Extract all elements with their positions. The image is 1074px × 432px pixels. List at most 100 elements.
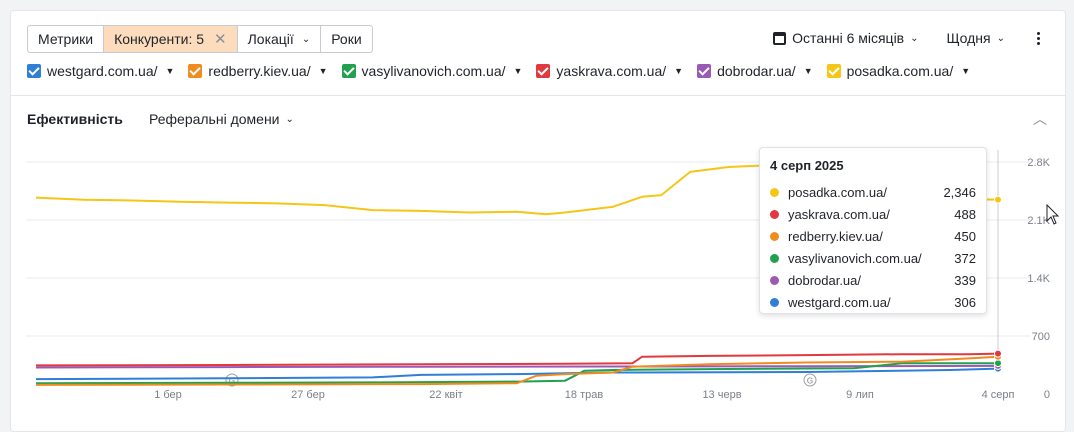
chevron-down-icon: ⌄ — [285, 113, 294, 125]
legend-label: dobrodar.ua/ — [717, 63, 796, 79]
tooltip-series-value: 372 — [954, 250, 976, 266]
tooltip-row: vasylivanovich.com.ua/372 — [770, 247, 976, 269]
caret-down-icon[interactable]: ▼ — [674, 66, 684, 76]
metric-dropdown[interactable]: Реферальні домени ⌄ — [149, 111, 294, 127]
legend-item-dobrodar[interactable]: dobrodar.ua/ ▼ — [697, 63, 813, 79]
series-dot-icon — [770, 209, 779, 219]
series-dot-icon — [770, 187, 779, 197]
tooltip-series-name: vasylivanovich.com.ua/ — [788, 250, 922, 266]
granularity-dropdown[interactable]: Щодня ⌄ — [947, 30, 1005, 46]
legend-label: posadka.com.ua/ — [846, 63, 954, 79]
series-dot-icon — [770, 297, 779, 307]
x-tick-label: 13 черв — [702, 389, 741, 401]
checkbox-icon[interactable] — [27, 64, 41, 78]
y-tick-label: 2.8K — [1027, 157, 1050, 169]
caret-down-icon[interactable]: ▼ — [165, 66, 175, 76]
chevron-down-icon: ⌄ — [910, 32, 919, 44]
series-line-westgard — [35, 367, 999, 381]
x-tick-label: 27 бер — [291, 389, 325, 401]
divider — [11, 95, 1065, 96]
metrics-label: Метрики — [38, 31, 94, 47]
caret-down-icon[interactable]: ▼ — [318, 66, 328, 76]
x-tick-label: 1 бер — [154, 389, 182, 401]
legend-item-westgard[interactable]: westgard.com.ua/ ▼ — [27, 63, 174, 79]
chevron-down-icon: ⌄ — [996, 32, 1005, 44]
metrics-button[interactable]: Метрики — [28, 26, 105, 52]
x-tick-label: 18 трав — [565, 389, 604, 401]
chart-tooltip: 4 серп 2025 posadka.com.ua/2,346 yaskrav… — [759, 147, 987, 314]
checkbox-icon[interactable] — [536, 64, 551, 78]
checkbox-icon[interactable] — [341, 64, 356, 78]
more-options-icon[interactable] — [1033, 31, 1043, 45]
legend-label: westgard.com.ua/ — [47, 63, 158, 79]
x-tick-label: 22 квіт — [429, 389, 462, 401]
series-line-redberry — [35, 355, 999, 386]
chevron-up-icon[interactable]: ︿ — [1033, 111, 1047, 127]
locations-dropdown[interactable]: Локації ⌄ — [238, 26, 322, 52]
right-toolbar: Останні 6 місяців ⌄ Щодня ⌄ — [773, 25, 1043, 51]
series-dot-icon — [770, 253, 779, 263]
tooltip-series-value: 339 — [954, 272, 976, 288]
series-dot-icon — [770, 231, 779, 241]
calendar-icon — [773, 31, 787, 45]
years-button[interactable]: Роки — [321, 26, 371, 52]
tooltip-series-value: 2,346 — [943, 184, 976, 200]
x-tick-label: 9 лип — [846, 389, 874, 401]
section-title: Ефективність — [27, 111, 123, 127]
tooltip-series-name: dobrodar.ua/ — [788, 272, 862, 288]
tooltip-row: redberry.kiev.ua/450 — [770, 225, 976, 247]
granularity-label: Щодня — [946, 30, 991, 46]
tooltip-series-name: westgard.com.ua/ — [788, 294, 891, 310]
line-chart: 0 700 1.4K 2.1K 2.8K 1 бер 27 бер 22 квіт 18 тра… — [26, 150, 1051, 401]
series-dot-icon — [770, 275, 779, 285]
google-update-icon: G — [803, 373, 817, 387]
tooltip-series-value: 488 — [954, 206, 976, 222]
competitors-button[interactable]: Конкуренти: 5 ✕ — [104, 26, 238, 52]
legend-label: yaskrava.com.ua/ — [556, 63, 667, 79]
y-tick-label: 0 — [1044, 389, 1050, 401]
series-end-point — [994, 359, 1002, 368]
y-tick-label: 1.4K — [1027, 273, 1050, 285]
caret-down-icon[interactable]: ▼ — [513, 66, 523, 76]
legend-label: redberry.kiev.ua/ — [208, 63, 311, 79]
checkbox-icon[interactable] — [188, 64, 203, 78]
legend-label: vasylivanovich.com.ua/ — [361, 63, 506, 79]
tooltip-series-name: yaskrava.com.ua/ — [788, 206, 890, 222]
svg-text:G: G — [229, 377, 235, 386]
y-tick-label: 2.1K — [1027, 215, 1050, 227]
tooltip-series-value: 450 — [954, 228, 976, 244]
tooltip-row: westgard.com.ua/306 — [770, 291, 976, 313]
legend: westgard.com.ua/ ▼ redberry.kiev.ua/ ▼ vas… — [27, 63, 970, 79]
series-line-yaskrava — [35, 352, 999, 367]
legend-item-redberry[interactable]: redberry.kiev.ua/ ▼ — [188, 63, 328, 79]
period-dropdown[interactable]: Останні 6 місяців ⌄ — [773, 30, 919, 46]
tooltip-row: dobrodar.ua/339 — [770, 269, 976, 291]
tooltip-series-name: redberry.kiev.ua/ — [788, 228, 883, 244]
series-end-point — [994, 195, 1002, 204]
tooltip-series-value: 306 — [954, 294, 976, 310]
checkbox-icon[interactable] — [826, 64, 841, 78]
svg-text:G: G — [807, 377, 813, 386]
metric-label: Реферальні домени — [149, 111, 280, 127]
close-icon[interactable]: ✕ — [214, 31, 227, 48]
locations-label: Локації — [247, 31, 294, 47]
period-label: Останні 6 місяців — [792, 30, 905, 46]
caret-down-icon[interactable]: ▼ — [803, 66, 813, 76]
tooltip-date: 4 серп 2025 — [770, 158, 844, 173]
tooltip-series-name: posadka.com.ua/ — [788, 184, 888, 200]
y-tick-label: 700 — [1032, 331, 1050, 343]
tooltip-row: yaskrava.com.ua/488 — [770, 203, 976, 225]
legend-item-posadka[interactable]: posadka.com.ua/ ▼ — [826, 63, 971, 79]
checkbox-icon[interactable] — [697, 64, 712, 78]
series-line-dobrodar — [35, 364, 999, 369]
series-end-point — [994, 349, 1002, 358]
legend-item-vasylivanovich[interactable]: vasylivanovich.com.ua/ ▼ — [341, 63, 523, 79]
x-tick-label: 4 серп — [982, 389, 1015, 401]
tooltip-row: posadka.com.ua/2,346 — [770, 181, 976, 203]
chevron-down-icon: ⌄ — [301, 33, 311, 45]
years-label: Роки — [331, 31, 362, 47]
mouse-pointer-icon — [1046, 204, 1060, 225]
legend-item-yaskrava[interactable]: yaskrava.com.ua/ ▼ — [536, 63, 683, 79]
competitors-label: Конкуренти: 5 — [114, 31, 205, 47]
caret-down-icon[interactable]: ▼ — [961, 66, 971, 76]
